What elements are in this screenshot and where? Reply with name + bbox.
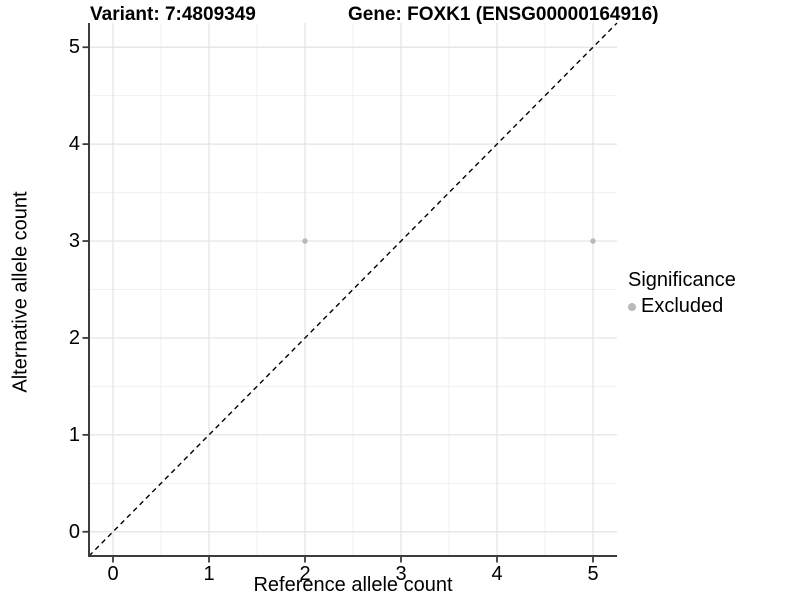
legend-item-label: Excluded — [641, 295, 724, 317]
data-point-excluded — [302, 238, 308, 244]
y-tick-label: 2 — [68, 326, 80, 349]
x-tick-label: 4 — [491, 563, 503, 585]
y-tick-label: 3 — [68, 230, 80, 253]
y-axis-title: Alternative allele count — [9, 191, 32, 393]
y-tick-label: 4 — [68, 133, 80, 156]
x-tick-label: 5 — [587, 563, 599, 585]
y-tick-label: 1 — [68, 423, 80, 446]
identity-dashed-line — [88, 22, 618, 557]
x-tick-label: 1 — [203, 563, 215, 585]
y-tick-label: 0 — [68, 520, 80, 543]
plot-title-variant: Variant: 7:4809349 — [90, 4, 256, 25]
legend: Significance Excluded — [628, 269, 736, 318]
excluded-point-icon — [628, 302, 636, 311]
x-tick-label: 3 — [395, 563, 407, 585]
x-tick-label: 0 — [107, 563, 119, 585]
legend-item-excluded: Excluded — [628, 295, 736, 318]
legend-title: Significance — [628, 269, 736, 291]
plot-title-gene: Gene: FOXK1 (ENSG00000164916) — [348, 4, 659, 25]
x-axis-title: Reference allele count — [253, 574, 453, 596]
y-tick-label: 5 — [68, 36, 80, 59]
data-point-excluded — [590, 238, 596, 244]
x-tick-label: 2 — [299, 563, 311, 585]
